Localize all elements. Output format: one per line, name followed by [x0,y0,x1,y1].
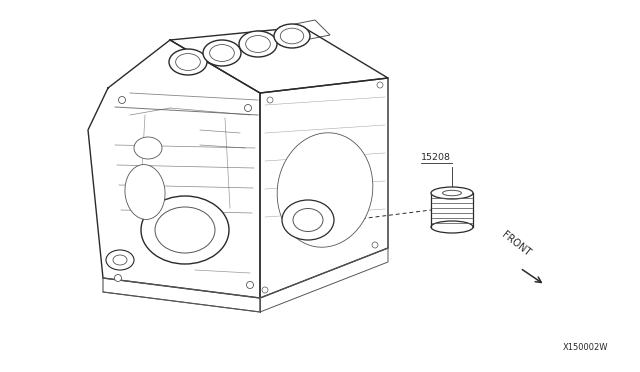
Ellipse shape [282,200,334,240]
Text: X150002W: X150002W [563,343,608,352]
Ellipse shape [203,40,241,66]
Circle shape [262,287,268,293]
Text: FRONT: FRONT [500,230,532,258]
Ellipse shape [277,133,373,247]
Circle shape [244,105,252,112]
Ellipse shape [134,137,162,159]
Ellipse shape [210,45,234,61]
Ellipse shape [442,190,461,196]
Circle shape [118,96,125,103]
Text: 15208: 15208 [421,153,451,162]
Ellipse shape [246,36,270,52]
Ellipse shape [141,196,229,264]
Circle shape [267,97,273,103]
Circle shape [115,275,122,282]
Ellipse shape [169,49,207,75]
Ellipse shape [280,28,304,44]
Ellipse shape [106,250,134,270]
Ellipse shape [125,164,165,219]
Ellipse shape [274,24,310,48]
Ellipse shape [431,187,473,199]
Ellipse shape [155,207,215,253]
Circle shape [372,242,378,248]
Ellipse shape [431,221,473,233]
Ellipse shape [113,255,127,265]
Circle shape [246,282,253,289]
Ellipse shape [239,31,277,57]
Ellipse shape [293,208,323,231]
Circle shape [377,82,383,88]
Ellipse shape [175,54,200,70]
